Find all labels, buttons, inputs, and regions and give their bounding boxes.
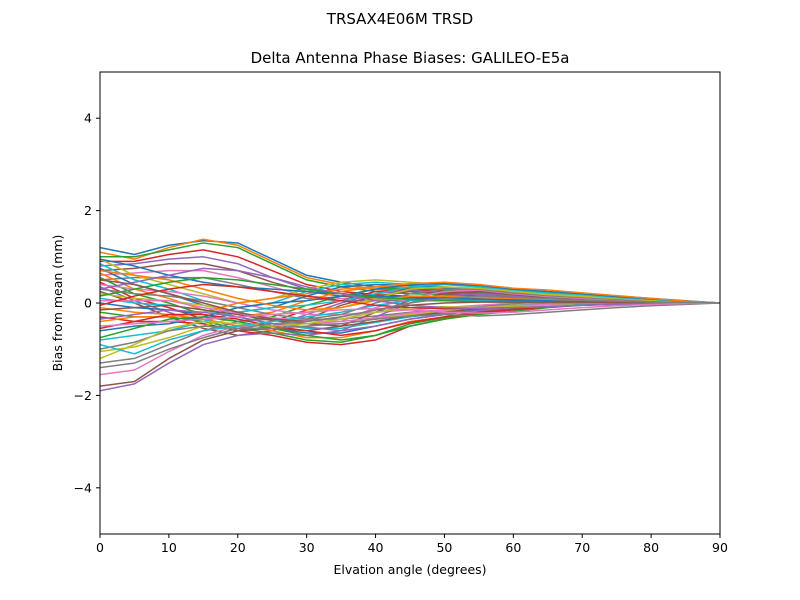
- series-layer: [100, 238, 720, 392]
- y-tick-label: 4: [84, 111, 92, 126]
- chart-suptitle: TRSAX4E06M TRSD: [326, 10, 473, 28]
- series-line: [100, 279, 720, 323]
- plot-area: [100, 238, 720, 392]
- y-axis-label: Bias from mean (mm): [50, 235, 65, 372]
- x-axis: 0 10 20 30 40 50 60 70 80 90: [96, 534, 728, 555]
- x-tick-label: 70: [574, 540, 590, 555]
- series-line: [100, 302, 720, 350]
- y-tick-label: −4: [74, 480, 92, 495]
- y-tick-label: 0: [84, 296, 92, 311]
- x-tick-label: 80: [643, 540, 659, 555]
- y-axis: −4 −2 0 2 4: [74, 111, 100, 495]
- series-line: [100, 295, 720, 369]
- x-tick-label: 30: [299, 540, 315, 555]
- x-tick-label: 40: [368, 540, 384, 555]
- x-axis-label: Elvation angle (degrees): [333, 562, 486, 577]
- x-tick-label: 0: [96, 540, 104, 555]
- series-line: [100, 289, 720, 376]
- x-tick-label: 90: [712, 540, 728, 555]
- chart-title: Delta Antenna Phase Biases: GALILEO-E5a: [251, 49, 570, 67]
- y-tick-label: −2: [74, 388, 92, 403]
- x-tick-label: 50: [436, 540, 452, 555]
- x-tick-label: 20: [230, 540, 246, 555]
- x-tick-label: 60: [505, 540, 521, 555]
- series-line: [100, 302, 720, 327]
- x-tick-label: 10: [161, 540, 177, 555]
- y-tick-label: 2: [84, 203, 92, 218]
